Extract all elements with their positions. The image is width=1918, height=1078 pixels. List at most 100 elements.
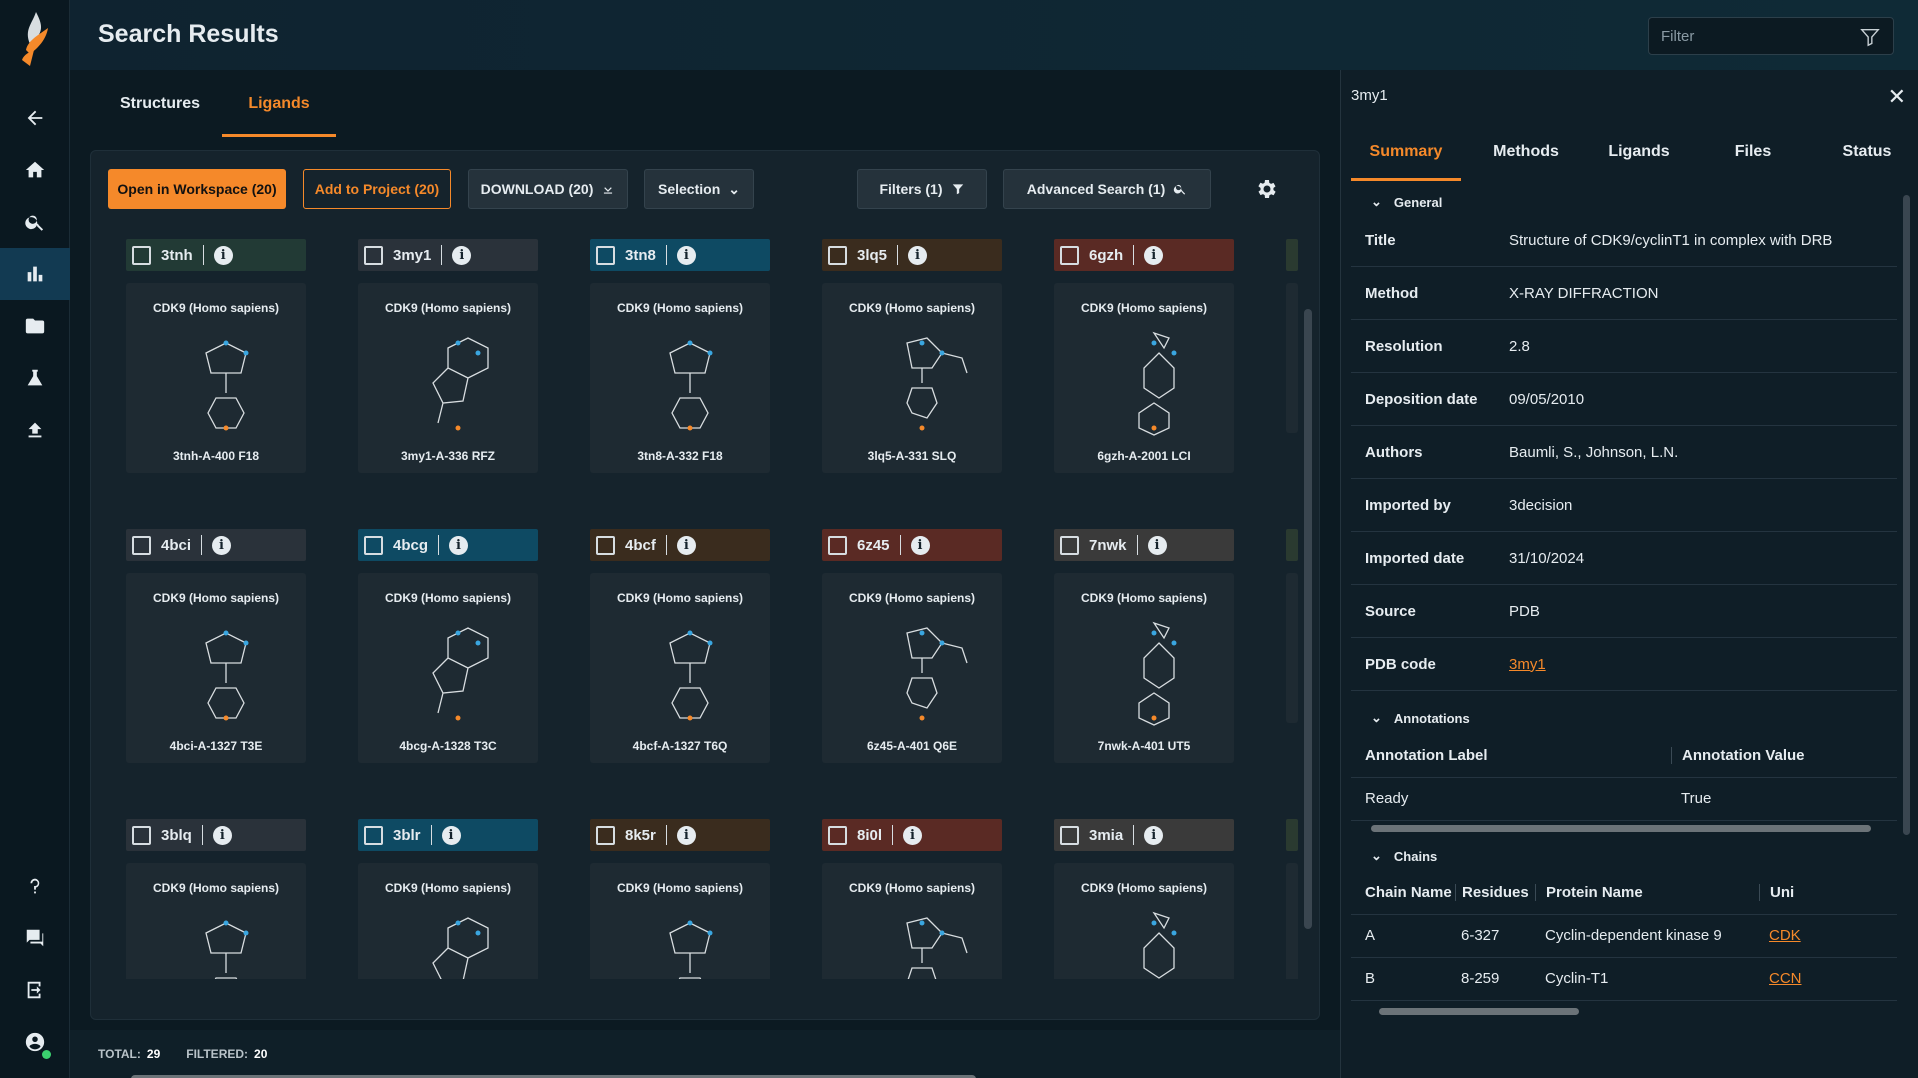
chains-scrollbar[interactable] [1379,1008,1579,1015]
select-checkbox[interactable] [132,825,151,845]
detail-field-row: Authors Baumli, S., Johnson, L.N. [1351,426,1897,479]
detail-vertical-scrollbar[interactable] [1903,195,1910,835]
divider [665,245,667,265]
ligand-card[interactable]: CDK9 (Homo sapiens) [822,863,1002,979]
tab-files[interactable]: Files [1734,143,1772,160]
uniprot-link[interactable]: CCN [1769,970,1802,987]
info-icon[interactable]: i [908,245,928,265]
info-icon[interactable]: i [212,535,232,555]
selection-dropdown[interactable]: Selection ⌄ [644,169,754,209]
annotations-section-toggle[interactable]: ⌄ Annotations [1371,710,1470,726]
select-checkbox[interactable] [596,535,615,555]
tab-summary[interactable]: Summary [1351,143,1461,181]
ligand-card[interactable]: CDK9 (Homo sapiens) [126,863,306,979]
selection-label: Selection [658,181,721,197]
ligand-card[interactable]: CDK9 (Homo sapiens) 4bci-A-1327 T3E [126,573,306,763]
pdb-code: 3my1 [393,246,432,264]
detail-field-row: Method X-RAY DIFFRACTION [1351,267,1897,320]
divider [665,825,667,845]
select-checkbox[interactable] [364,245,383,265]
nav-logout[interactable] [0,964,70,1016]
select-checkbox[interactable] [596,245,615,265]
info-icon[interactable]: i [910,535,930,555]
select-checkbox[interactable] [1060,245,1079,265]
info-icon[interactable]: i [1144,245,1164,265]
nav-account[interactable] [0,1016,70,1068]
info-icon[interactable]: i [452,245,472,265]
info-icon[interactable]: i [1147,535,1167,555]
app-logo[interactable] [14,10,56,68]
pdb-code-link[interactable]: 3my1 [1509,655,1546,673]
select-checkbox[interactable] [132,245,151,265]
download-button[interactable]: DOWNLOAD (20) [468,169,628,209]
ligand-card[interactable]: CDK9 (Homo sapiens) [1054,863,1234,979]
select-checkbox[interactable] [364,535,383,555]
protein-name-cell: Cyclin-dependent kinase 9 [1545,927,1722,944]
filters-button[interactable]: Filters (1) [857,169,987,209]
info-icon[interactable]: i [1144,825,1164,845]
ligand-card[interactable]: CDK9 (Homo sapiens) 6z45-A-401 Q6E [822,573,1002,763]
card-header-partial [1286,239,1298,271]
tab-ligands-detail[interactable]: Ligands [1608,143,1670,160]
select-checkbox[interactable] [132,535,151,555]
select-checkbox[interactable] [364,825,383,845]
tab-structures[interactable]: Structures [119,95,201,112]
ligand-card[interactable]: CDK9 (Homo sapiens) 3lq5-A-331 SLQ [822,283,1002,473]
total-count: 29 [146,1047,161,1061]
info-icon[interactable]: i [449,535,469,555]
close-icon[interactable]: ✕ [1887,84,1906,109]
select-checkbox[interactable] [596,825,615,845]
general-section-toggle[interactable]: ⌄ General [1371,194,1442,210]
annotation-scrollbar[interactable] [1371,825,1871,832]
species-label: CDK9 (Homo sapiens) [152,591,280,605]
ligand-card[interactable]: CDK9 (Homo sapiens) 4bcf-A-1327 T6Q [590,573,770,763]
nav-lab[interactable] [0,352,70,404]
info-icon[interactable]: i [676,535,696,555]
info-icon[interactable]: i [212,825,232,845]
field-label: PDB code [1365,655,1436,673]
ligand-card[interactable]: CDK9 (Homo sapiens) 7nwk-A-401 UT5 [1054,573,1234,763]
info-icon[interactable]: i [676,825,696,845]
advanced-search-button[interactable]: Advanced Search (1) [1003,169,1211,209]
divider [430,825,432,845]
nav-chat[interactable] [0,912,70,964]
nav-help[interactable] [0,860,70,912]
nav-upload[interactable] [0,404,70,456]
nav-search[interactable] [0,196,70,248]
select-checkbox[interactable] [828,535,847,555]
ligand-card[interactable]: CDK9 (Homo sapiens) 3tnh-A-400 F18 [126,283,306,473]
ligand-card[interactable]: CDK9 (Homo sapiens) [358,863,538,979]
info-icon[interactable]: i [903,825,923,845]
back-button[interactable] [0,92,70,144]
info-icon[interactable]: i [213,245,233,265]
ligand-card[interactable]: CDK9 (Homo sapiens) 3tn8-A-332 F18 [590,283,770,473]
grid-horizontal-scrollbar[interactable] [131,1075,976,1078]
select-checkbox[interactable] [828,245,847,265]
tab-status[interactable]: Status [1842,143,1892,160]
ligand-card[interactable]: CDK9 (Homo sapiens) [590,863,770,979]
nav-home[interactable] [0,144,70,196]
add-to-project-button[interactable]: Add to Project (20) [303,169,451,209]
nav-projects[interactable] [0,300,70,352]
molecule-structure-image [669,920,713,979]
chains-section-toggle[interactable]: ⌄ Chains [1371,848,1437,864]
ligand-card[interactable]: CDK9 (Homo sapiens) 3my1-A-336 RFZ [358,283,538,473]
tab-ligands[interactable]: Ligands [222,95,336,137]
ligand-id: 6gzh-A-2001 LCI [1097,449,1191,463]
ligand-card[interactable]: CDK9 (Homo sapiens) 6gzh-A-2001 LCI [1054,283,1234,473]
select-checkbox[interactable] [828,825,847,845]
select-checkbox[interactable] [1060,825,1079,845]
tab-methods[interactable]: Methods [1493,143,1559,160]
uniprot-link[interactable]: CDK [1769,927,1801,944]
settings-gear-icon[interactable] [1254,177,1278,201]
field-value: Baumli, S., Johnson, L.N. [1509,443,1679,461]
open-in-workspace-button[interactable]: Open in Workspace (20) [108,169,286,209]
nav-results[interactable] [0,248,70,300]
annotation-label-header: Annotation Label [1365,747,1488,764]
select-checkbox[interactable] [1060,535,1079,555]
grid-vertical-scrollbar[interactable] [1304,309,1312,929]
info-icon[interactable]: i [441,825,461,845]
info-icon[interactable]: i [676,245,696,265]
ligand-card[interactable]: CDK9 (Homo sapiens) 4bcg-A-1328 T3C [358,573,538,763]
filter-input[interactable]: Filter [1648,17,1894,55]
